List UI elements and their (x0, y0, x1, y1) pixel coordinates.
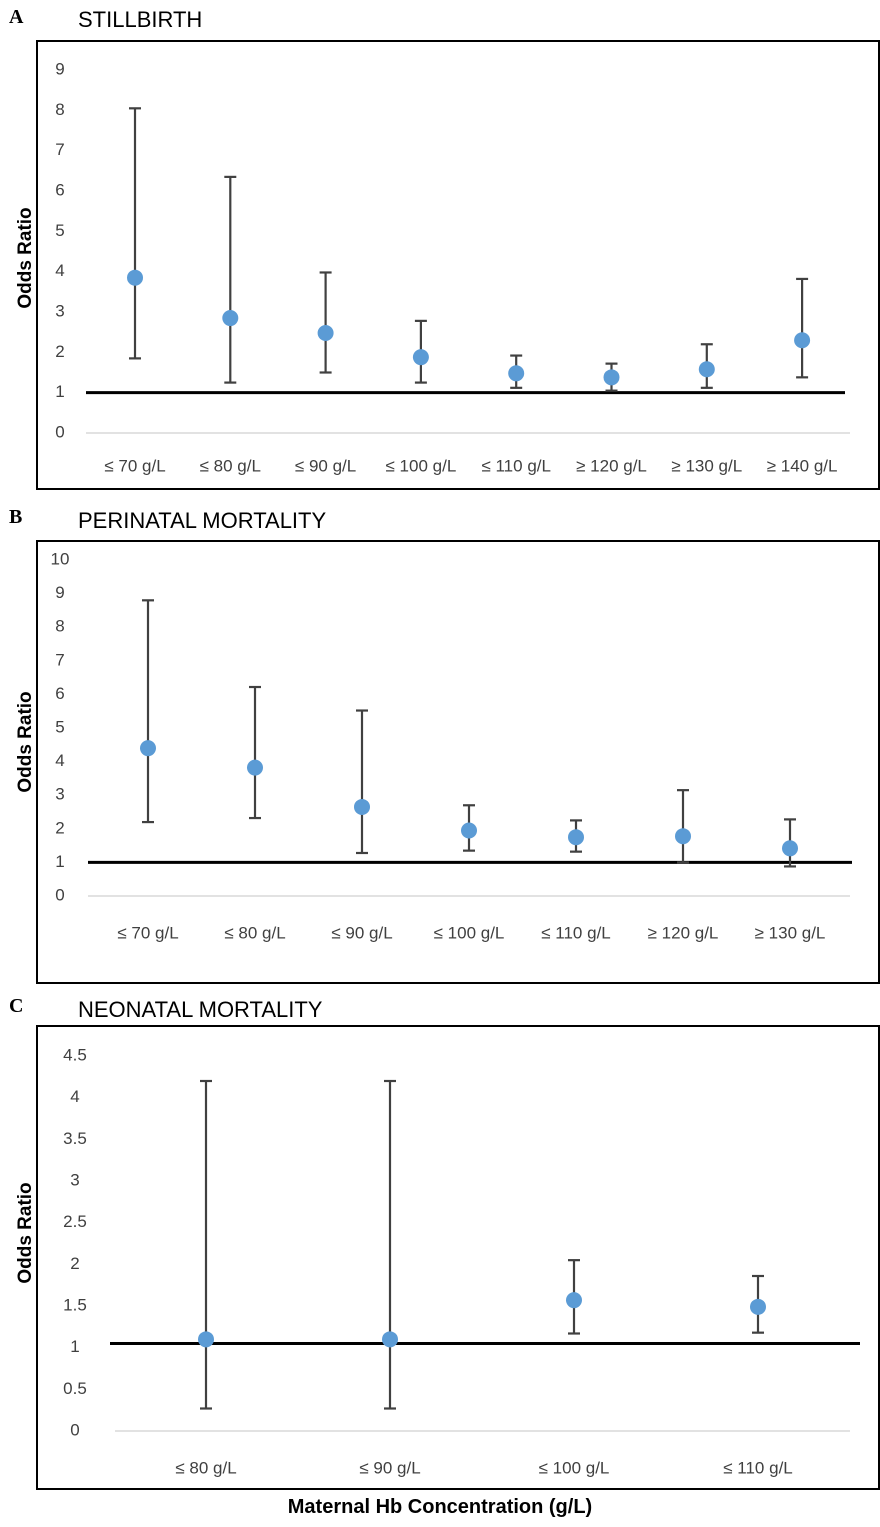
panel-c-letter: C (9, 995, 24, 1017)
panel-c-x-tick-label: ≤ 100 g/L (539, 1458, 610, 1477)
panel-c-x-tick-label: ≤ 80 g/L (175, 1458, 236, 1477)
panel-b-x-tick-label: ≤ 80 g/L (224, 923, 285, 942)
panel-a-x-tick-label: ≥ 120 g/L (576, 456, 647, 475)
panel-a-y-tick-label: 6 (55, 180, 64, 199)
panel-b-x-tick-label: ≤ 110 g/L (541, 923, 611, 942)
panel-a-x-tick-label: ≥ 130 g/L (671, 456, 742, 475)
panel-b-y-tick-label: 5 (55, 717, 64, 736)
panel-c-y-tick-label: 1.5 (63, 1295, 87, 1314)
panel-c-y-tick-label: 0.5 (63, 1379, 87, 1398)
panel-b-y-tick-label: 6 (55, 684, 64, 703)
panel-b-odds-ratio-point (461, 822, 477, 839)
panel-c-y-tick-label: 3 (70, 1170, 79, 1189)
panel-a-x-tick-label: ≤ 90 g/L (295, 456, 356, 475)
panel-b-y-tick-label: 7 (55, 650, 64, 669)
panel-a-odds-ratio-point (603, 369, 620, 386)
panel-b-y-tick-label: 10 (51, 549, 70, 568)
panel-c-y-tick-label: 2 (70, 1254, 79, 1273)
panel-c-x-tick-label: ≤ 110 g/L (723, 1458, 793, 1477)
panel-b-y-tick-label: 2 (55, 818, 64, 837)
panel-c-y-tick-label: 4 (70, 1087, 79, 1106)
panel-b-x-tick-label: ≥ 130 g/L (755, 923, 826, 942)
panel-b-odds-ratio-point (247, 759, 263, 776)
panel-a-title: STILLBIRTH (78, 7, 203, 32)
panel-a-odds-ratio-point (794, 332, 811, 349)
panel-a-y-tick-label: 5 (55, 221, 64, 240)
panel-b-x-tick-label: ≤ 90 g/L (331, 923, 392, 942)
panel-b-title: PERINATAL MORTALITY (78, 508, 327, 533)
panel-c-y-tick-label: 0 (70, 1420, 79, 1439)
panel-c-odds-ratio-point (750, 1298, 766, 1315)
panel-a-y-tick-label: 9 (55, 59, 64, 78)
panel-b-y-tick-label: 4 (55, 751, 64, 770)
panel-c-y-tick-label: 3.5 (63, 1129, 87, 1148)
panel-c-title: NEONATAL MORTALITY (78, 997, 323, 1022)
panel-c-odds-ratio-point (382, 1331, 398, 1348)
panel-c-y-tick-label: 4.5 (63, 1045, 87, 1064)
panel-b-x-tick-label: ≥ 120 g/L (648, 923, 719, 942)
panel-a-odds-ratio-point (508, 365, 525, 382)
panel-a-x-tick-label: ≥ 140 g/L (767, 456, 838, 475)
panel-b-frame (36, 540, 880, 984)
panel-a-letter: A (9, 6, 24, 28)
panel-b-x-tick-label: ≤ 70 g/L (117, 923, 178, 942)
panel-b-odds-ratio-point (354, 798, 370, 815)
panel-c-odds-ratio-point (198, 1331, 214, 1348)
panel-b-y-tick-label: 9 (55, 583, 64, 602)
panel-a-y-tick-label: 1 (55, 382, 64, 401)
panel-a-frame (36, 40, 880, 490)
panel-a-y-tick-label: 4 (55, 261, 64, 280)
panel-c-y-tick-label: 1 (70, 1337, 79, 1356)
panel-c-x-tick-label: ≤ 90 g/L (359, 1458, 420, 1477)
panel-c-odds-ratio-point (566, 1292, 582, 1309)
panel-a-odds-ratio-point (698, 361, 715, 378)
panel-b-y-axis-title: Odds Ratio (15, 691, 36, 792)
panel-b-odds-ratio-point (568, 829, 584, 846)
panel-b-x-tick-label: ≤ 100 g/L (434, 923, 505, 942)
panel-a-odds-ratio-point (317, 324, 334, 341)
panel-b-y-tick-label: 3 (55, 785, 64, 804)
panel-a-y-tick-label: 7 (55, 140, 64, 159)
panel-b-odds-ratio-point (675, 828, 691, 845)
panel-a-odds-ratio-point (222, 310, 239, 327)
panel-a-x-tick-label: ≤ 80 g/L (200, 456, 261, 475)
panel-a-x-tick-label: ≤ 110 g/L (481, 456, 551, 475)
panel-a-y-tick-label: 2 (55, 342, 64, 361)
panel-b-letter: B (9, 506, 23, 528)
panel-a-y-axis-title: Odds Ratio (15, 207, 36, 308)
panel-b-odds-ratio-point (140, 740, 156, 757)
panel-a-y-tick-label: 0 (55, 422, 64, 441)
panel-c-y-axis-title: Odds Ratio (15, 1182, 36, 1283)
panel-b-y-tick-label: 0 (55, 885, 64, 904)
panel-a-y-tick-label: 8 (55, 100, 64, 119)
x-axis-title: Maternal Hb Concentration (g/L) (287, 1496, 593, 1518)
panel-b-y-tick-label: 8 (55, 617, 64, 636)
panel-a-odds-ratio-point (412, 349, 429, 366)
panel-b-odds-ratio-point (782, 840, 798, 857)
panel-a-odds-ratio-point (127, 269, 143, 286)
panel-b-y-tick-label: 1 (55, 852, 64, 871)
panel-a-y-tick-label: 3 (55, 301, 64, 320)
panel-a-x-tick-label: ≤ 70 g/L (104, 456, 165, 475)
panel-c-frame (36, 1025, 880, 1490)
panel-c-y-tick-label: 2.5 (63, 1212, 87, 1231)
panel-a-x-tick-label: ≤ 100 g/L (386, 456, 457, 475)
